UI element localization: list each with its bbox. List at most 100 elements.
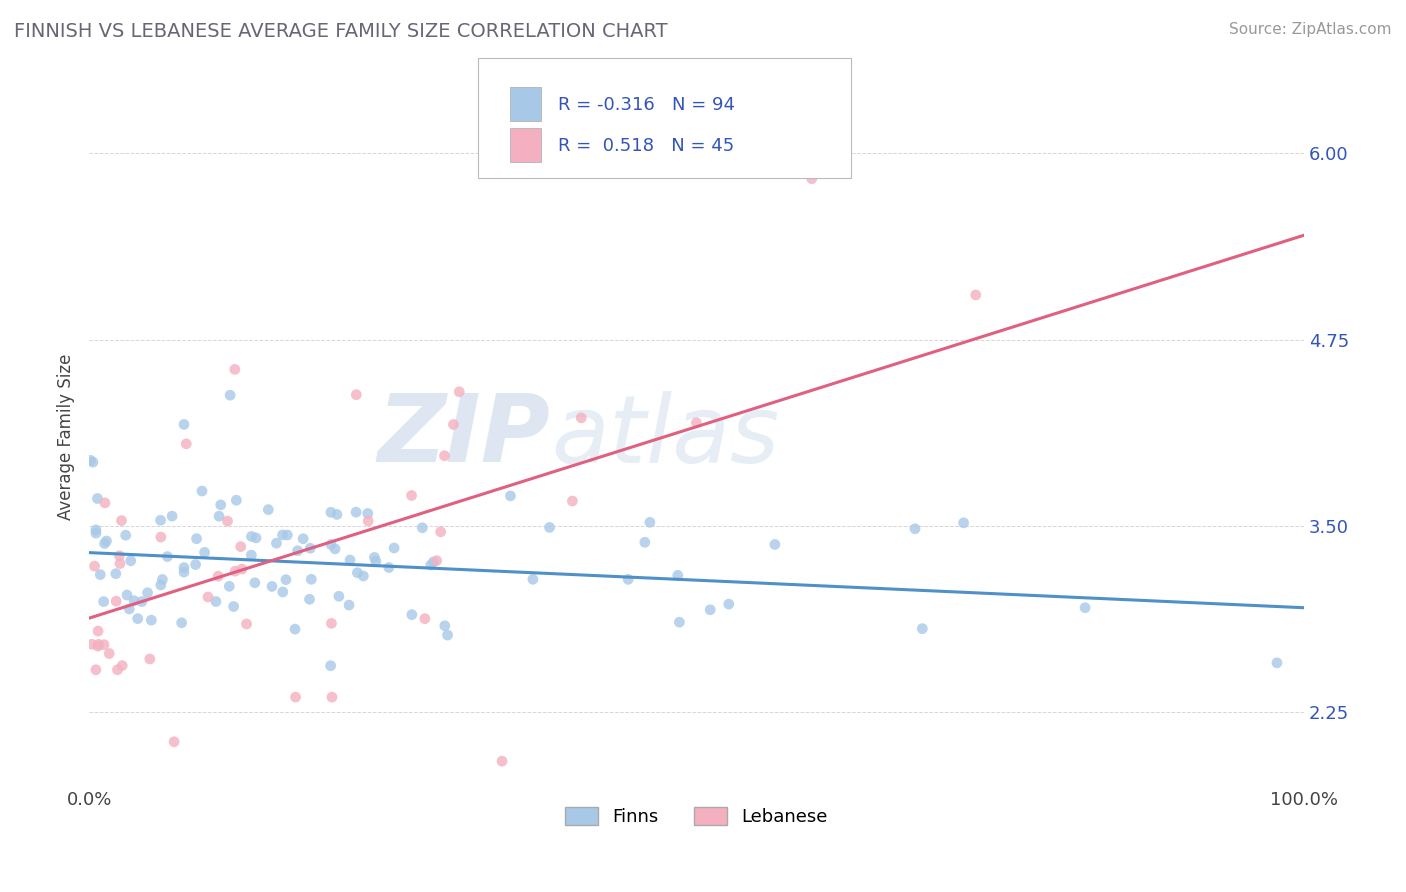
Point [209, 498, 232, 512]
Point [93, 594, 115, 608]
Text: FINNISH VS LEBANESE AVERAGE FAMILY SIZE CORRELATION CHART: FINNISH VS LEBANESE AVERAGE FAMILY SIZE … [14, 22, 668, 41]
Point [197, 590, 219, 604]
Point [499, 489, 522, 503]
Point [266, 536, 288, 550]
Point [107, 663, 129, 677]
Point [98, 647, 121, 661]
Point [413, 612, 436, 626]
Point [419, 558, 441, 572]
Point [699, 603, 721, 617]
Point [364, 554, 387, 568]
Point [911, 622, 934, 636]
Point [337, 598, 360, 612]
Point [668, 615, 690, 630]
Point [904, 522, 927, 536]
Point [240, 529, 263, 543]
Point [257, 502, 280, 516]
Point [156, 549, 179, 564]
Point [111, 658, 134, 673]
Point [110, 514, 132, 528]
Point [173, 560, 195, 574]
Point [522, 572, 544, 586]
Point [105, 594, 128, 608]
Text: R = -0.316   N = 94: R = -0.316 N = 94 [558, 95, 735, 114]
Point [122, 593, 145, 607]
Point [284, 622, 307, 636]
Point [207, 569, 229, 583]
Point [800, 171, 823, 186]
Point [292, 532, 315, 546]
Point [429, 524, 451, 539]
Point [666, 568, 689, 582]
Point [186, 532, 208, 546]
Point [87, 639, 110, 653]
Point [84, 663, 107, 677]
Point [321, 616, 343, 631]
Point [357, 507, 380, 521]
Point [229, 540, 252, 554]
Point [222, 599, 245, 614]
Point [93, 638, 115, 652]
Point [224, 564, 246, 578]
Point [108, 549, 131, 563]
Point [717, 597, 740, 611]
Point [339, 553, 361, 567]
Point [217, 514, 239, 528]
Point [149, 530, 172, 544]
Point [323, 541, 346, 556]
Point [260, 579, 283, 593]
Point [298, 592, 321, 607]
Point [120, 554, 142, 568]
Point [449, 384, 471, 399]
Point [569, 410, 592, 425]
Point [108, 557, 131, 571]
Point [225, 493, 247, 508]
Point [382, 541, 405, 555]
Point [131, 594, 153, 608]
Point [411, 521, 433, 535]
Point [352, 569, 374, 583]
Point [173, 565, 195, 579]
Point [86, 491, 108, 506]
Point [127, 611, 149, 625]
Point [401, 607, 423, 622]
Point [299, 541, 322, 556]
Point [231, 562, 253, 576]
Point [149, 578, 172, 592]
Point [243, 575, 266, 590]
Point [93, 536, 115, 550]
Point [319, 658, 342, 673]
Point [1265, 656, 1288, 670]
Point [96, 534, 118, 549]
Point [965, 288, 987, 302]
Point [136, 586, 159, 600]
Point [191, 483, 214, 498]
Point [426, 554, 449, 568]
Point [422, 555, 444, 569]
Point [84, 523, 107, 537]
Text: atlas: atlas [551, 391, 779, 482]
Point [193, 545, 215, 559]
Point [170, 615, 193, 630]
Point [344, 388, 367, 402]
Point [271, 585, 294, 599]
Point [104, 566, 127, 581]
Point [87, 637, 110, 651]
Point [276, 528, 298, 542]
Y-axis label: Average Family Size: Average Family Size [58, 353, 75, 520]
Point [115, 588, 138, 602]
Point [139, 652, 162, 666]
Point [433, 619, 456, 633]
Point [401, 488, 423, 502]
Point [319, 537, 342, 551]
Point [319, 505, 342, 519]
Point [617, 573, 640, 587]
Point [287, 543, 309, 558]
Point [436, 628, 458, 642]
Text: R =  0.518   N = 45: R = 0.518 N = 45 [558, 137, 734, 155]
Point [141, 613, 163, 627]
Point [94, 496, 117, 510]
Point [160, 509, 183, 524]
Legend: Finns, Lebanese: Finns, Lebanese [558, 799, 835, 833]
Point [357, 514, 380, 528]
